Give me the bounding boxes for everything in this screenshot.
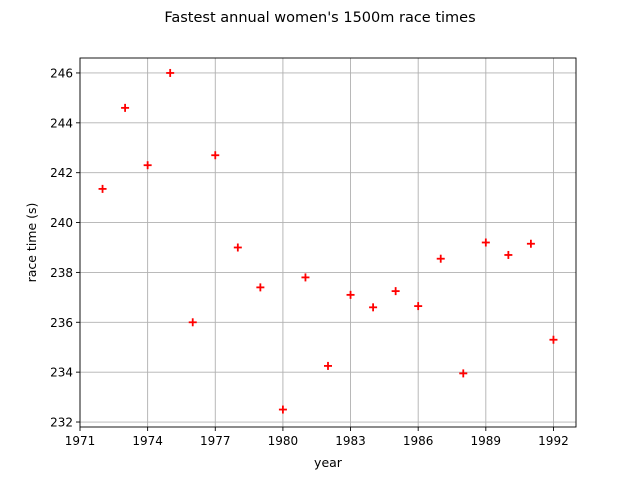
chart-title: Fastest annual women's 1500m race times	[164, 10, 475, 26]
x-tick-label: 1986	[403, 434, 434, 448]
x-tick-label: 1974	[132, 434, 163, 448]
data-point	[211, 151, 220, 160]
data-point	[121, 103, 130, 112]
data-point	[188, 318, 197, 327]
data-point	[391, 287, 400, 296]
data-points	[98, 68, 558, 414]
x-tick-label: 1983	[335, 434, 366, 448]
data-point	[526, 239, 535, 248]
data-point	[504, 250, 513, 259]
data-point	[324, 361, 332, 370]
data-point	[301, 273, 310, 282]
x-tick-label: 1971	[65, 434, 96, 448]
data-point	[278, 405, 287, 414]
y-tick-label: 238	[50, 266, 73, 280]
data-point	[143, 161, 152, 170]
ticks-layer: 1971 1974 1977 1980 1983 1986 1989 1992 232 234 23…	[50, 66, 569, 448]
x-tick-label: 1977	[200, 434, 231, 448]
y-tick-label: 232	[50, 416, 73, 430]
y-axis-label: race time (s)	[24, 203, 39, 283]
x-tick-label: 1980	[268, 434, 299, 448]
y-tick-label: 236	[50, 316, 73, 330]
data-point	[98, 184, 107, 193]
y-tick-label: 246	[50, 66, 73, 80]
x-tick-label: 1992	[538, 434, 569, 448]
data-point	[166, 68, 175, 77]
x-axis-label: year	[314, 455, 343, 470]
data-point	[481, 238, 490, 247]
x-tick-label: 1989	[471, 434, 502, 448]
data-point	[414, 302, 423, 311]
y-tick-label: 234	[50, 366, 73, 380]
plot-frame	[79, 57, 577, 428]
y-tick-label: 240	[50, 216, 73, 230]
data-point	[459, 369, 468, 378]
data-point	[549, 335, 558, 344]
grid-layer	[79, 58, 576, 427]
data-point	[346, 290, 355, 299]
y-tick-label: 242	[50, 166, 73, 180]
y-tick-label: 244	[50, 116, 73, 130]
data-point	[436, 254, 445, 263]
data-point	[256, 283, 265, 292]
data-point	[233, 243, 242, 252]
data-point	[369, 303, 378, 312]
